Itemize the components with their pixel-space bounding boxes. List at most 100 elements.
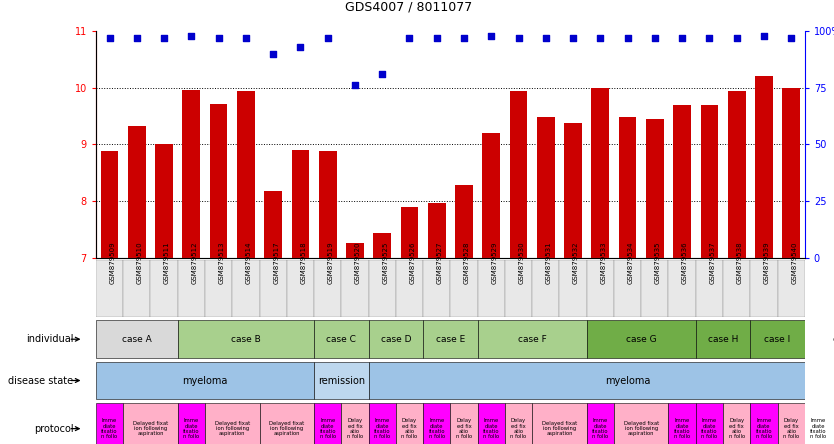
Text: case F: case F: [518, 335, 546, 344]
Bar: [560, 260, 586, 317]
Text: remission: remission: [318, 376, 364, 385]
Bar: [751, 260, 777, 317]
Bar: [696, 260, 723, 317]
Bar: [805, 403, 832, 444]
Bar: [777, 403, 805, 444]
Bar: [423, 321, 478, 358]
Bar: [319, 151, 337, 258]
Text: case J: case J: [832, 335, 834, 344]
Text: case D: case D: [380, 335, 411, 344]
Point: [620, 34, 634, 41]
Text: Delayed fixat
ion following
aspiration: Delayed fixat ion following aspiration: [624, 421, 659, 436]
Point: [457, 34, 470, 41]
Bar: [423, 403, 450, 444]
Text: Imme
diate
fixatio
n follo: Imme diate fixatio n follo: [810, 418, 826, 439]
Bar: [619, 117, 636, 258]
Bar: [178, 403, 205, 444]
Point: [594, 34, 607, 41]
Bar: [287, 260, 314, 317]
Bar: [396, 403, 423, 444]
Text: GSM879536: GSM879536: [682, 241, 688, 284]
Text: GSM879533: GSM879533: [600, 241, 606, 284]
Bar: [96, 321, 178, 358]
Bar: [450, 260, 478, 317]
Point: [403, 34, 416, 41]
Text: GSM879525: GSM879525: [382, 242, 388, 284]
Text: Imme
diate
fixatio
n follo: Imme diate fixatio n follo: [374, 418, 390, 439]
Bar: [264, 191, 282, 258]
Bar: [782, 88, 800, 258]
Bar: [128, 126, 146, 258]
Text: GSM879511: GSM879511: [164, 241, 170, 284]
Bar: [728, 91, 746, 258]
Bar: [450, 403, 478, 444]
Bar: [369, 260, 396, 317]
Bar: [205, 260, 232, 317]
Text: Imme
diate
fixatio
n follo: Imme diate fixatio n follo: [701, 418, 717, 439]
Bar: [614, 403, 669, 444]
Text: Imme
diate
fixatio
n follo: Imme diate fixatio n follo: [101, 418, 118, 439]
Bar: [101, 151, 118, 258]
Text: myeloma: myeloma: [605, 376, 651, 385]
Point: [757, 32, 771, 39]
Text: GSM879539: GSM879539: [764, 241, 770, 284]
Point: [539, 34, 552, 41]
Bar: [455, 185, 473, 258]
Text: Delay
ed fix
atio
n follo: Delay ed fix atio n follo: [456, 418, 472, 439]
Bar: [482, 133, 500, 258]
Text: Imme
diate
fixatio
n follo: Imme diate fixatio n follo: [483, 418, 500, 439]
Point: [648, 34, 661, 41]
Text: case I: case I: [765, 335, 791, 344]
Point: [239, 34, 253, 41]
Point: [349, 82, 362, 89]
Text: case G: case G: [626, 335, 656, 344]
Bar: [673, 105, 691, 258]
Text: GSM879519: GSM879519: [328, 241, 334, 284]
Bar: [701, 105, 718, 258]
Text: GSM879517: GSM879517: [273, 241, 279, 284]
Bar: [614, 260, 641, 317]
Point: [512, 34, 525, 41]
Bar: [183, 90, 200, 258]
Bar: [400, 206, 419, 258]
Point: [676, 34, 689, 41]
Bar: [751, 403, 777, 444]
Text: GSM879520: GSM879520: [355, 242, 361, 284]
Text: Delay
ed fix
atio
n follo: Delay ed fix atio n follo: [729, 418, 745, 439]
Point: [184, 32, 198, 39]
Bar: [314, 362, 369, 399]
Text: case A: case A: [122, 335, 152, 344]
Bar: [669, 260, 696, 317]
Text: GSM879535: GSM879535: [655, 242, 661, 284]
Bar: [478, 321, 586, 358]
Bar: [341, 403, 369, 444]
Text: Delay
ed fix
atio
n follo: Delay ed fix atio n follo: [510, 418, 526, 439]
Bar: [586, 403, 614, 444]
Point: [430, 34, 444, 41]
Point: [103, 34, 116, 41]
Bar: [232, 260, 259, 317]
Text: GSM879528: GSM879528: [464, 242, 470, 284]
Bar: [591, 88, 609, 258]
Text: case C: case C: [326, 335, 356, 344]
Bar: [96, 362, 314, 399]
Bar: [505, 403, 532, 444]
Point: [485, 32, 498, 39]
Text: Delayed fixat
ion following
aspiration: Delayed fixat ion following aspiration: [269, 421, 304, 436]
Text: Delay
ed fix
atio
n follo: Delay ed fix atio n follo: [401, 418, 418, 439]
Text: GSM879529: GSM879529: [491, 242, 497, 284]
Text: GDS4007 / 8011077: GDS4007 / 8011077: [345, 0, 472, 13]
Bar: [150, 260, 178, 317]
Text: Imme
diate
fixatio
n follo: Imme diate fixatio n follo: [592, 418, 609, 439]
Bar: [341, 260, 369, 317]
Text: GSM879509: GSM879509: [109, 241, 116, 284]
Bar: [96, 260, 123, 317]
Bar: [777, 260, 805, 317]
Bar: [123, 260, 150, 317]
Text: GSM879532: GSM879532: [573, 242, 579, 284]
Bar: [537, 117, 555, 258]
Text: GSM879513: GSM879513: [219, 241, 224, 284]
Text: Imme
diate
fixatio
n follo: Imme diate fixatio n follo: [319, 418, 336, 439]
Text: GSM879514: GSM879514: [246, 242, 252, 284]
Bar: [478, 403, 505, 444]
